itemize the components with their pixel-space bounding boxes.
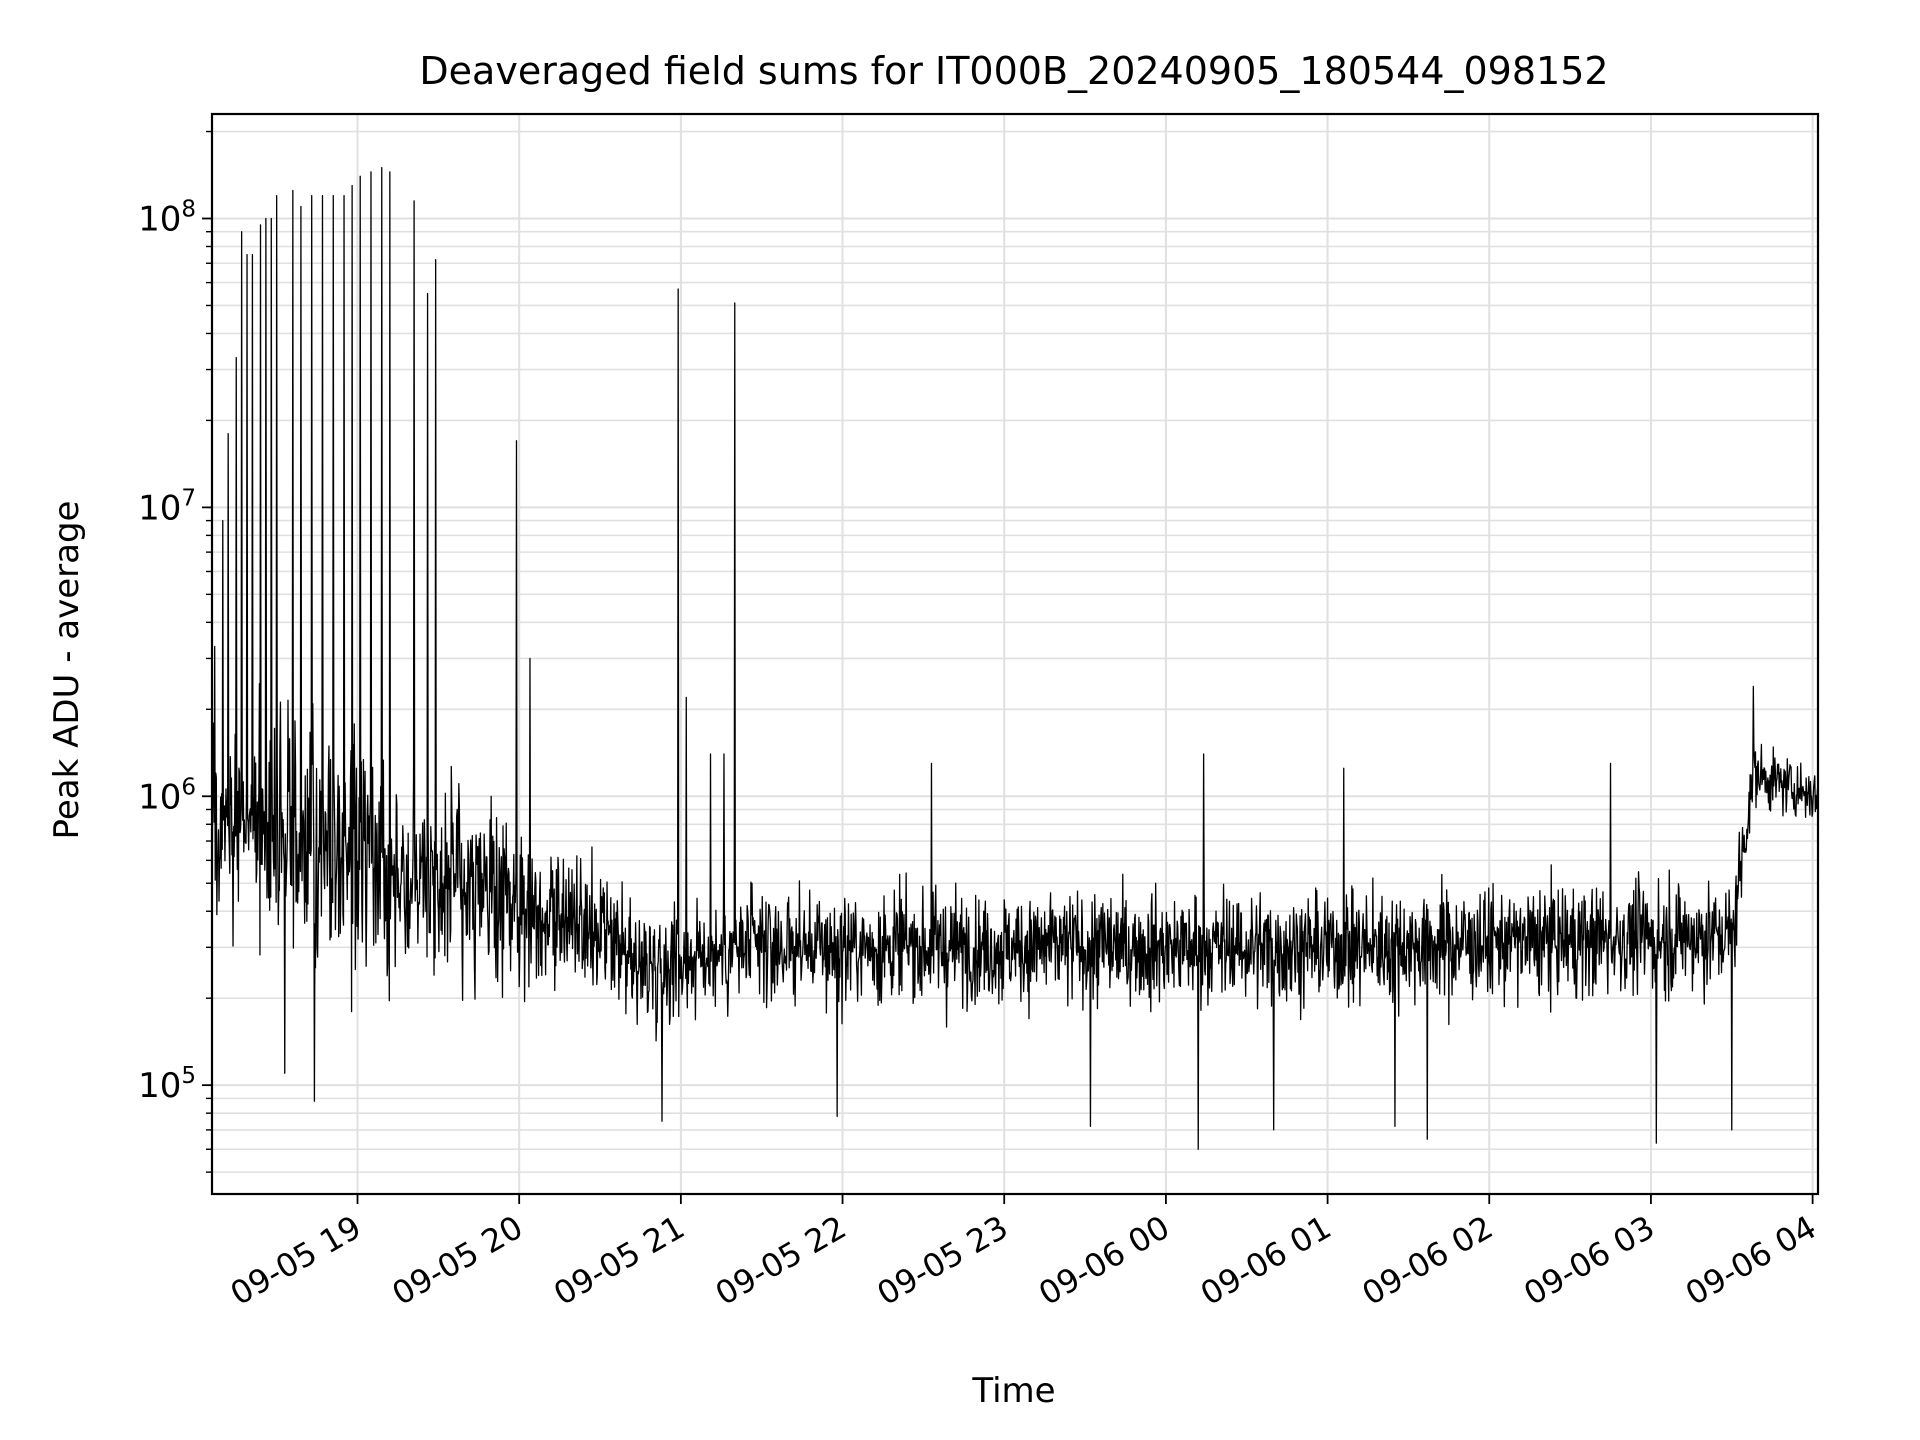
x-tick-label: 09-06 00 bbox=[1032, 1208, 1176, 1313]
x-tick-label: 09-05 20 bbox=[386, 1208, 530, 1313]
y-tick-label: 106 bbox=[138, 774, 196, 817]
x-tick-label: 09-06 04 bbox=[1679, 1208, 1823, 1313]
chart-title: Deaveraged field sums for IT000B_2024090… bbox=[419, 49, 1608, 93]
y-tick-label: 107 bbox=[138, 485, 196, 528]
x-tick-label: 09-05 21 bbox=[547, 1208, 691, 1313]
plot-frame bbox=[210, 112, 1820, 1196]
x-tick-label: 09-06 01 bbox=[1194, 1208, 1338, 1313]
x-tick-label: 09-05 23 bbox=[871, 1208, 1015, 1313]
y-axis-label: Peak ADU - average bbox=[47, 501, 87, 840]
grid bbox=[212, 114, 1818, 1194]
y-tick-label: 105 bbox=[138, 1063, 196, 1106]
x-axis-label: Time bbox=[971, 1371, 1055, 1411]
x-tick-label: 09-05 19 bbox=[224, 1208, 368, 1313]
y-tick-label: 108 bbox=[138, 196, 196, 239]
x-tick-label: 09-06 03 bbox=[1517, 1208, 1661, 1313]
data-series bbox=[211, 166, 1819, 1150]
x-tick-label: 09-05 22 bbox=[709, 1208, 853, 1313]
series-line bbox=[211, 166, 1819, 1150]
x-tick-label: 09-06 02 bbox=[1356, 1208, 1500, 1313]
